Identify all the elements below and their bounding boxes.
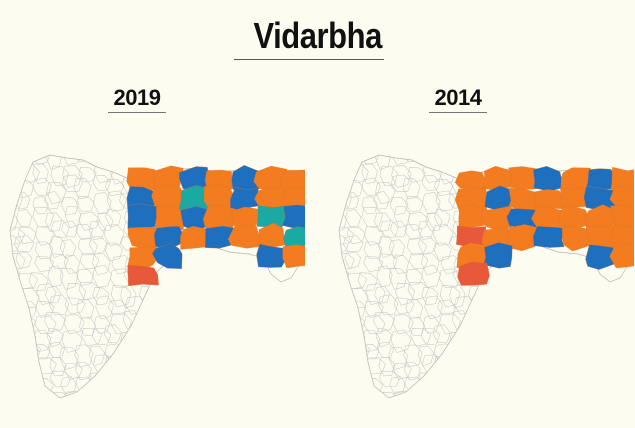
constituency-region [204, 169, 233, 190]
map-svg-2019 [9, 154, 305, 399]
vidarbha-region [126, 164, 305, 287]
map-2019 [5, 150, 305, 400]
constituency-region [282, 244, 305, 269]
constituency-region [231, 164, 262, 195]
constituency-region [126, 167, 160, 191]
constituency-region [532, 225, 566, 248]
constituency-region [153, 226, 185, 251]
page-title-wrapper: Vidarbha [0, 14, 635, 58]
map-2014 [334, 150, 634, 400]
constituency-region [483, 242, 513, 269]
constituency-region [609, 186, 634, 213]
constituency-region [507, 224, 539, 252]
constituency-region [532, 165, 563, 192]
year-underline-2014 [429, 112, 487, 113]
constituency-region [151, 243, 183, 270]
constituency-region [127, 226, 158, 249]
constituency-region [180, 226, 209, 250]
title-underline [234, 59, 384, 60]
constituency-region [280, 187, 305, 210]
constituency-region [454, 170, 488, 191]
year-underline-2019 [108, 112, 166, 113]
constituency-region [281, 204, 305, 230]
vidarbha-region [454, 165, 634, 286]
constituency-region [610, 204, 634, 231]
constituency-region [610, 166, 634, 193]
constituency-region [480, 205, 513, 231]
constituency-region [609, 242, 634, 269]
constituency-region [457, 261, 490, 286]
constituency-region [127, 264, 159, 287]
year-label-2014: 2014 [434, 85, 482, 110]
page-title: Vidarbha [253, 15, 382, 56]
year-label-2019: 2019 [113, 85, 161, 110]
constituency-region [127, 246, 160, 270]
map-svg-2014 [338, 154, 634, 399]
constituency-region [256, 243, 288, 268]
constituency-region [230, 206, 260, 227]
constituency-region [279, 169, 305, 193]
